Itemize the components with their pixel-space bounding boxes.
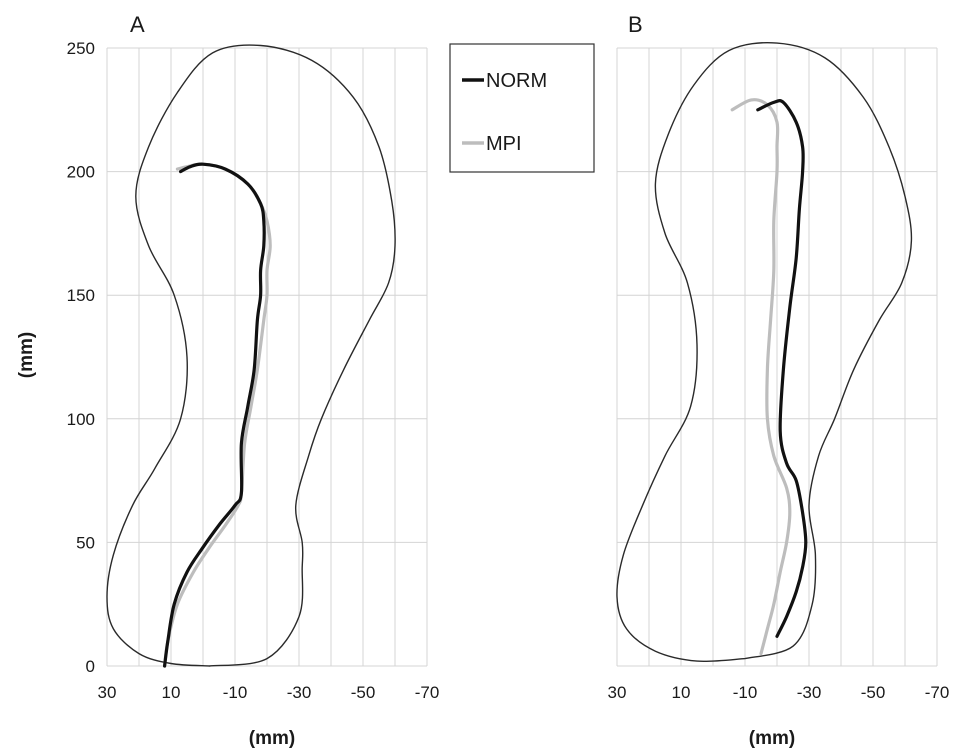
grid-a <box>106 47 428 667</box>
panel-label-b: B <box>628 12 643 37</box>
x-axis-title-a: (mm) <box>249 728 295 749</box>
x-tick-label-b-1: 10 <box>672 683 691 702</box>
x-ticks-b: 30 10 -10 -30 -50 -70 <box>608 683 950 702</box>
series-line-mpi-a <box>163 162 272 668</box>
x-tick-label-a-0: 30 <box>98 683 117 702</box>
x-tick-label-b-0: 30 <box>608 683 627 702</box>
foot-outline-a <box>106 44 396 667</box>
x-tick-label-a-1: 10 <box>162 683 181 702</box>
series-line-norm-b <box>756 99 808 638</box>
y-tick-label-a-2: 100 <box>67 410 95 429</box>
y-tick-label-a-3: 150 <box>67 286 95 305</box>
x-tick-label-a-5: -70 <box>415 683 440 702</box>
series-b <box>730 98 808 656</box>
legend: NORM MPI <box>449 43 595 173</box>
y-tick-label-a-4: 200 <box>67 163 95 182</box>
y-tick-label-a-5: 250 <box>67 39 95 58</box>
panel-b: B (mm) 30 10 -10 -30 -50 -70 <box>608 12 950 749</box>
legend-box <box>449 43 595 173</box>
x-ticks-a: 30 10 -10 -30 -50 -70 <box>98 683 440 702</box>
x-tick-label-b-3: -30 <box>797 683 822 702</box>
x-axis-title-b: (mm) <box>749 728 795 749</box>
x-tick-label-b-2: -10 <box>733 683 758 702</box>
series-line-mpi-b <box>730 98 792 656</box>
x-tick-label-b-4: -50 <box>861 683 886 702</box>
foot-outline-b <box>616 42 913 663</box>
x-tick-label-b-5: -70 <box>925 683 950 702</box>
y-tick-label-a-1: 50 <box>76 533 95 552</box>
legend-label-mpi: MPI <box>486 133 522 155</box>
y-tick-label-a-0: 0 <box>86 657 95 676</box>
x-tick-label-a-2: -10 <box>223 683 248 702</box>
y-ticks-a: 0 50 100 150 200 250 <box>67 39 95 676</box>
y-axis-title-a: (mm) <box>16 332 37 378</box>
x-tick-label-a-3: -30 <box>287 683 312 702</box>
x-tick-label-a-4: -50 <box>351 683 376 702</box>
series-line-norm-a <box>163 162 266 668</box>
grid-b <box>616 47 938 667</box>
legend-label-norm: NORM <box>486 70 547 92</box>
series-a <box>163 162 272 668</box>
panel-a: A (mm) (mm) 0 50 100 150 200 250 30 10 -10 -30 -5… <box>16 12 439 749</box>
panel-label-a: A <box>130 12 145 37</box>
